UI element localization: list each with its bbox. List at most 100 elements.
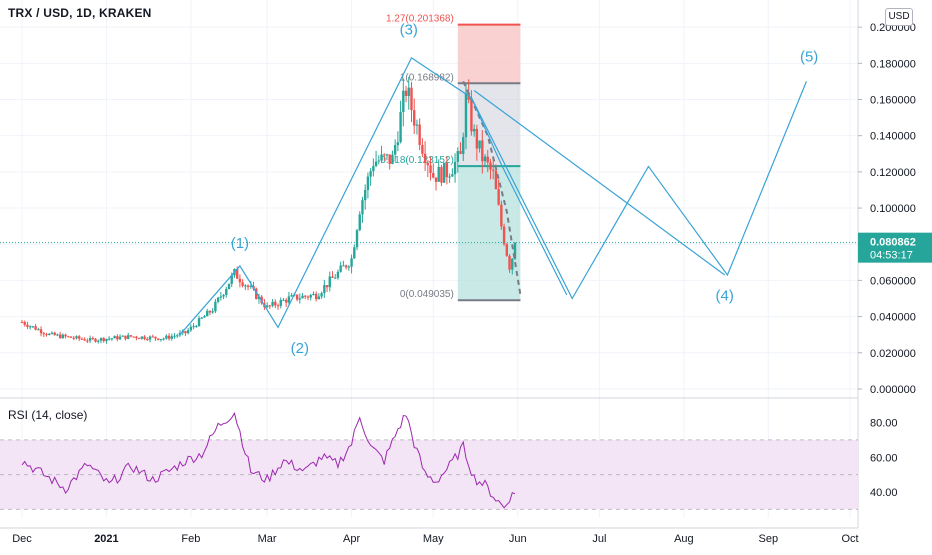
candle-body <box>206 310 209 317</box>
candle-body <box>350 258 353 267</box>
elliott-trendline <box>473 89 726 276</box>
fib-zone-upper <box>457 83 521 167</box>
candle-body <box>105 338 108 342</box>
time-tick-label: Feb <box>181 533 200 545</box>
candle-body <box>274 301 277 306</box>
candle-body <box>116 336 119 340</box>
candle-body <box>306 296 310 298</box>
time-tick-label: Sep <box>759 533 779 545</box>
candle-body <box>429 165 432 173</box>
candle-body <box>451 174 454 177</box>
candle-body <box>309 295 312 298</box>
candle-body <box>156 338 160 340</box>
candle-body <box>37 329 40 331</box>
time-tick-label: 2021 <box>94 533 118 545</box>
candle-body <box>314 293 318 300</box>
price-tick-label: 0.040000 <box>870 312 916 324</box>
candle-body <box>491 169 495 171</box>
candle-body <box>75 336 78 339</box>
price-tick-label: 0.060000 <box>870 275 916 287</box>
candle-body <box>268 305 272 307</box>
candle-body <box>48 333 51 335</box>
candle-body <box>478 140 481 149</box>
candle-body <box>508 255 511 270</box>
candle-body <box>271 301 274 306</box>
candle-body <box>110 338 114 340</box>
candle-body <box>230 275 233 284</box>
candle-body <box>56 334 59 336</box>
candle-body <box>159 339 163 341</box>
candle-body <box>298 298 302 300</box>
price-tick-label: 0.140000 <box>870 131 916 143</box>
candle-body <box>255 288 258 299</box>
candle-body <box>241 282 244 286</box>
candle-body <box>344 265 348 268</box>
candle-body <box>489 162 492 170</box>
candle-body <box>50 332 54 334</box>
candle-body <box>434 177 438 182</box>
candle-body <box>486 156 489 163</box>
candle-body <box>304 295 307 297</box>
candle-body <box>72 337 75 339</box>
projection-dashed-line <box>462 80 522 296</box>
price-tick-label: 0.100000 <box>870 203 916 215</box>
candle-body <box>445 162 449 178</box>
candle-body <box>423 153 427 163</box>
candle-body <box>26 324 29 327</box>
candle-body <box>301 295 304 299</box>
candle-body <box>170 336 174 339</box>
candle-body <box>448 176 451 178</box>
candle-body <box>80 338 84 340</box>
candle-body <box>99 338 103 341</box>
candle-body <box>197 318 201 327</box>
candle-body <box>203 316 206 318</box>
price-tick-label: 0.180000 <box>870 58 916 70</box>
candle-body <box>165 335 168 339</box>
fib-zone-target <box>457 24 521 84</box>
candle-body <box>459 151 462 154</box>
candle-body <box>456 151 459 162</box>
candle-body <box>399 111 402 143</box>
candle-body <box>377 160 381 162</box>
candle-body <box>339 265 342 272</box>
candle-body <box>148 336 152 340</box>
candle-body <box>442 162 446 183</box>
candle-body <box>347 266 351 268</box>
candle-body <box>265 305 269 308</box>
candle-body <box>470 99 473 132</box>
candle-body <box>189 326 193 331</box>
price-tick-label: 0.120000 <box>870 167 916 179</box>
time-tick-label: May <box>423 533 444 545</box>
candle-body <box>334 277 337 279</box>
candle-body <box>77 336 81 339</box>
candle-body <box>355 230 359 248</box>
candle-body <box>317 296 321 300</box>
candle-body <box>28 326 32 328</box>
candle-body <box>162 338 165 340</box>
candle-body <box>39 329 43 334</box>
candle-body <box>464 92 468 138</box>
candle-body <box>154 336 157 339</box>
candle-body <box>404 90 408 96</box>
candle-body <box>418 124 421 145</box>
candle-body <box>143 336 146 340</box>
candle-body <box>135 336 138 339</box>
rsi-tick-label: 40.00 <box>870 487 898 499</box>
candle-body <box>214 301 217 312</box>
currency-button[interactable]: USD <box>885 8 913 26</box>
symbol-title: TRX / USD, 1D, KRAKEN <box>8 6 152 20</box>
candle-body <box>91 338 95 340</box>
candle-body <box>437 166 440 182</box>
candle-body <box>192 326 195 328</box>
candle-body <box>363 189 367 201</box>
candle-body <box>415 124 419 126</box>
wave-label: (3) <box>400 21 418 38</box>
candle-body <box>407 87 410 96</box>
candle-body <box>61 334 65 339</box>
candle-body <box>402 90 405 112</box>
candle-body <box>132 336 135 338</box>
candle-body <box>235 269 239 279</box>
price-tick-label: 0.160000 <box>870 95 916 107</box>
